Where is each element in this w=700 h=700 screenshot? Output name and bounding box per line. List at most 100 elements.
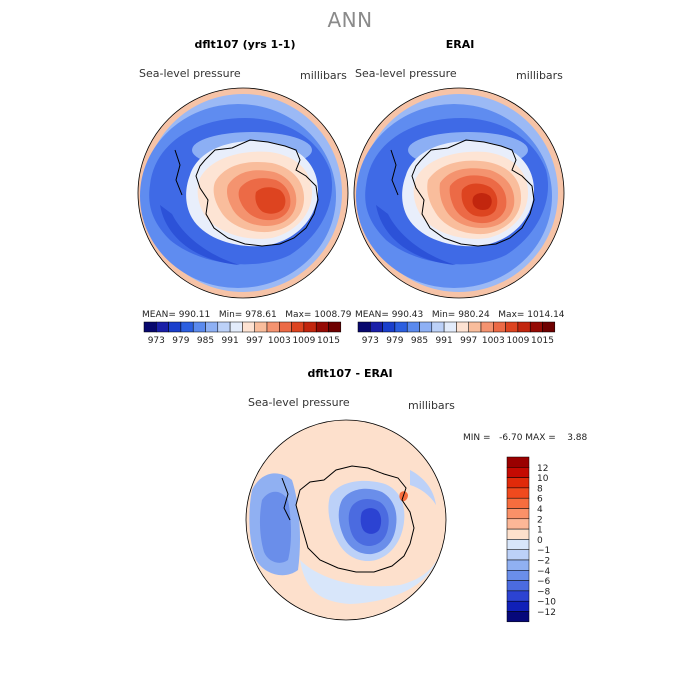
colorbar-model-swatch (328, 321, 342, 333)
units-label-model: millibars (300, 69, 347, 82)
legend-difference-swatch (506, 611, 530, 623)
colorbar-model-tick-label: 985 (197, 336, 214, 346)
legend-difference-swatch (506, 497, 530, 509)
colorbar-erai-swatch (406, 321, 420, 333)
colorbar-model-swatch (279, 321, 292, 333)
variable-label-erai: Sea-level pressure (355, 67, 457, 80)
colorbar-model-tick-label: 991 (222, 336, 239, 346)
polar-map-model (138, 88, 348, 298)
legend-difference-level-label: 4 (537, 505, 543, 515)
panel-title-erai: ERAI (445, 38, 475, 51)
max-value-model: Max= 1008.79 (285, 310, 352, 320)
colorbar-model-swatch (254, 321, 268, 333)
colorbar-erai-tick-label: 1015 (531, 336, 554, 346)
legend-difference-swatch (506, 600, 530, 612)
legend-difference-level-label: 8 (537, 484, 543, 494)
stats-erai: MEAN= 990.43 Min= 980.24 Max= 1014.14 (355, 310, 565, 320)
colorbar-erai-tick-label: 1003 (482, 336, 505, 346)
colorbar-erai-swatch (443, 321, 457, 333)
polar-map-difference (246, 420, 446, 620)
colorbar-model-swatch (315, 321, 329, 333)
colorbar-erai-swatch (419, 321, 433, 333)
colorbar-model-tick-label: 1003 (268, 336, 291, 346)
colorbar-model-swatch (143, 321, 157, 333)
colorbar-model-swatch (242, 321, 255, 333)
legend-difference-swatch (506, 456, 530, 468)
colorbar-erai-swatch (456, 321, 469, 333)
legend-difference-level-label: −4 (537, 567, 551, 577)
legend-difference-swatch (506, 559, 530, 571)
colorbar-erai-swatch (468, 321, 482, 333)
legend-difference-swatch (506, 508, 530, 520)
colorbar-erai-swatch (517, 321, 531, 333)
colorbar-erai: 973 979 985 991 997 1003 1009 1015 (357, 321, 556, 346)
colorbar-model-swatch (180, 321, 194, 333)
min-value-erai: Min= 980.24 (431, 310, 490, 320)
legend-difference-swatch (506, 570, 530, 581)
colorbar-erai-swatch (542, 321, 556, 333)
map-border-erai (353, 87, 565, 299)
legend-difference-level-label: 2 (537, 515, 543, 525)
legend-difference-swatch (506, 528, 530, 540)
colorbar-model-swatch (229, 321, 243, 333)
colorbar-erai-tick-label: 1009 (506, 336, 529, 346)
panel-title-model: dflt107 (yrs 1-1) (194, 38, 296, 51)
colorbar-model-swatch (168, 321, 182, 333)
legend-difference-level-label: 6 (537, 495, 543, 505)
min-value-model: Min= 978.61 (218, 310, 277, 320)
min-max-difference: MIN = -6.70 MAX = 3.88 (463, 433, 588, 443)
legend-difference-swatch (506, 549, 530, 561)
colorbar-model-tick-label: 979 (172, 336, 189, 346)
colorbar-erai-swatch (480, 321, 494, 333)
legend-difference-level-label: 12 (537, 464, 548, 474)
colorbar-erai-swatch (357, 321, 371, 333)
colorbar-erai-tick-label: 991 (436, 336, 453, 346)
legend-difference-swatch (506, 590, 530, 602)
legend-difference-swatch (506, 467, 530, 478)
colorbar-model-swatch (291, 321, 305, 333)
colorbar-erai-swatch (493, 321, 506, 333)
colorbar-erai-swatch (394, 321, 408, 333)
legend-difference-level-label: −2 (537, 557, 550, 567)
main-title: ANN (327, 8, 373, 32)
max-value-erai: Max= 1014.14 (498, 310, 565, 320)
colorbar-erai-swatch (382, 321, 396, 333)
colorbar-model-tick-label: 1015 (317, 336, 340, 346)
stats-model: MEAN= 990.11 Min= 978.61 Max= 1008.79 (142, 310, 352, 320)
colorbar-erai-swatch (431, 321, 445, 333)
variable-label-model: Sea-level pressure (139, 67, 241, 80)
legend-difference-level-label: 10 (537, 474, 549, 484)
units-label-difference: millibars (408, 399, 455, 412)
colorbar-model-swatch (266, 321, 280, 333)
colorbar-model-tick-label: 1009 (292, 336, 315, 346)
colorbar-model-swatch (205, 321, 219, 333)
colorbar-erai-tick-label: 979 (386, 336, 403, 346)
legend-difference-level-label: −6 (537, 577, 551, 587)
map-border-difference (245, 419, 447, 621)
legend-difference-swatch (506, 580, 530, 592)
polar-map-erai (354, 88, 564, 298)
colorbar-model-swatch (217, 321, 231, 333)
legend-difference-level-label: −12 (537, 608, 556, 618)
legend-difference-level-label: −8 (537, 587, 551, 597)
colorbar-model-swatch (303, 321, 317, 333)
colorbar-model-tick-label: 973 (148, 336, 165, 346)
colorbar-model-swatch (156, 321, 169, 333)
legend-difference-level-label: −1 (537, 546, 550, 556)
legend-difference-swatch (506, 539, 530, 550)
legend-difference-swatch (506, 487, 530, 499)
colorbar-model-tick-label: 997 (246, 336, 263, 346)
legend-difference-level-label: 0 (537, 536, 543, 546)
map-border-model (137, 87, 349, 299)
colorbar-erai-swatch (505, 321, 519, 333)
variable-label-difference: Sea-level pressure (248, 396, 350, 409)
colorbar-erai-swatch (529, 321, 543, 333)
colorbar-erai-tick-label: 985 (411, 336, 428, 346)
colorbar-erai-swatch (370, 321, 383, 333)
units-label-erai: millibars (516, 69, 563, 82)
colorbar-erai-tick-label: 997 (460, 336, 477, 346)
legend-difference-level-label: −10 (537, 598, 556, 608)
mean-value-erai: MEAN= 990.43 (355, 310, 424, 320)
